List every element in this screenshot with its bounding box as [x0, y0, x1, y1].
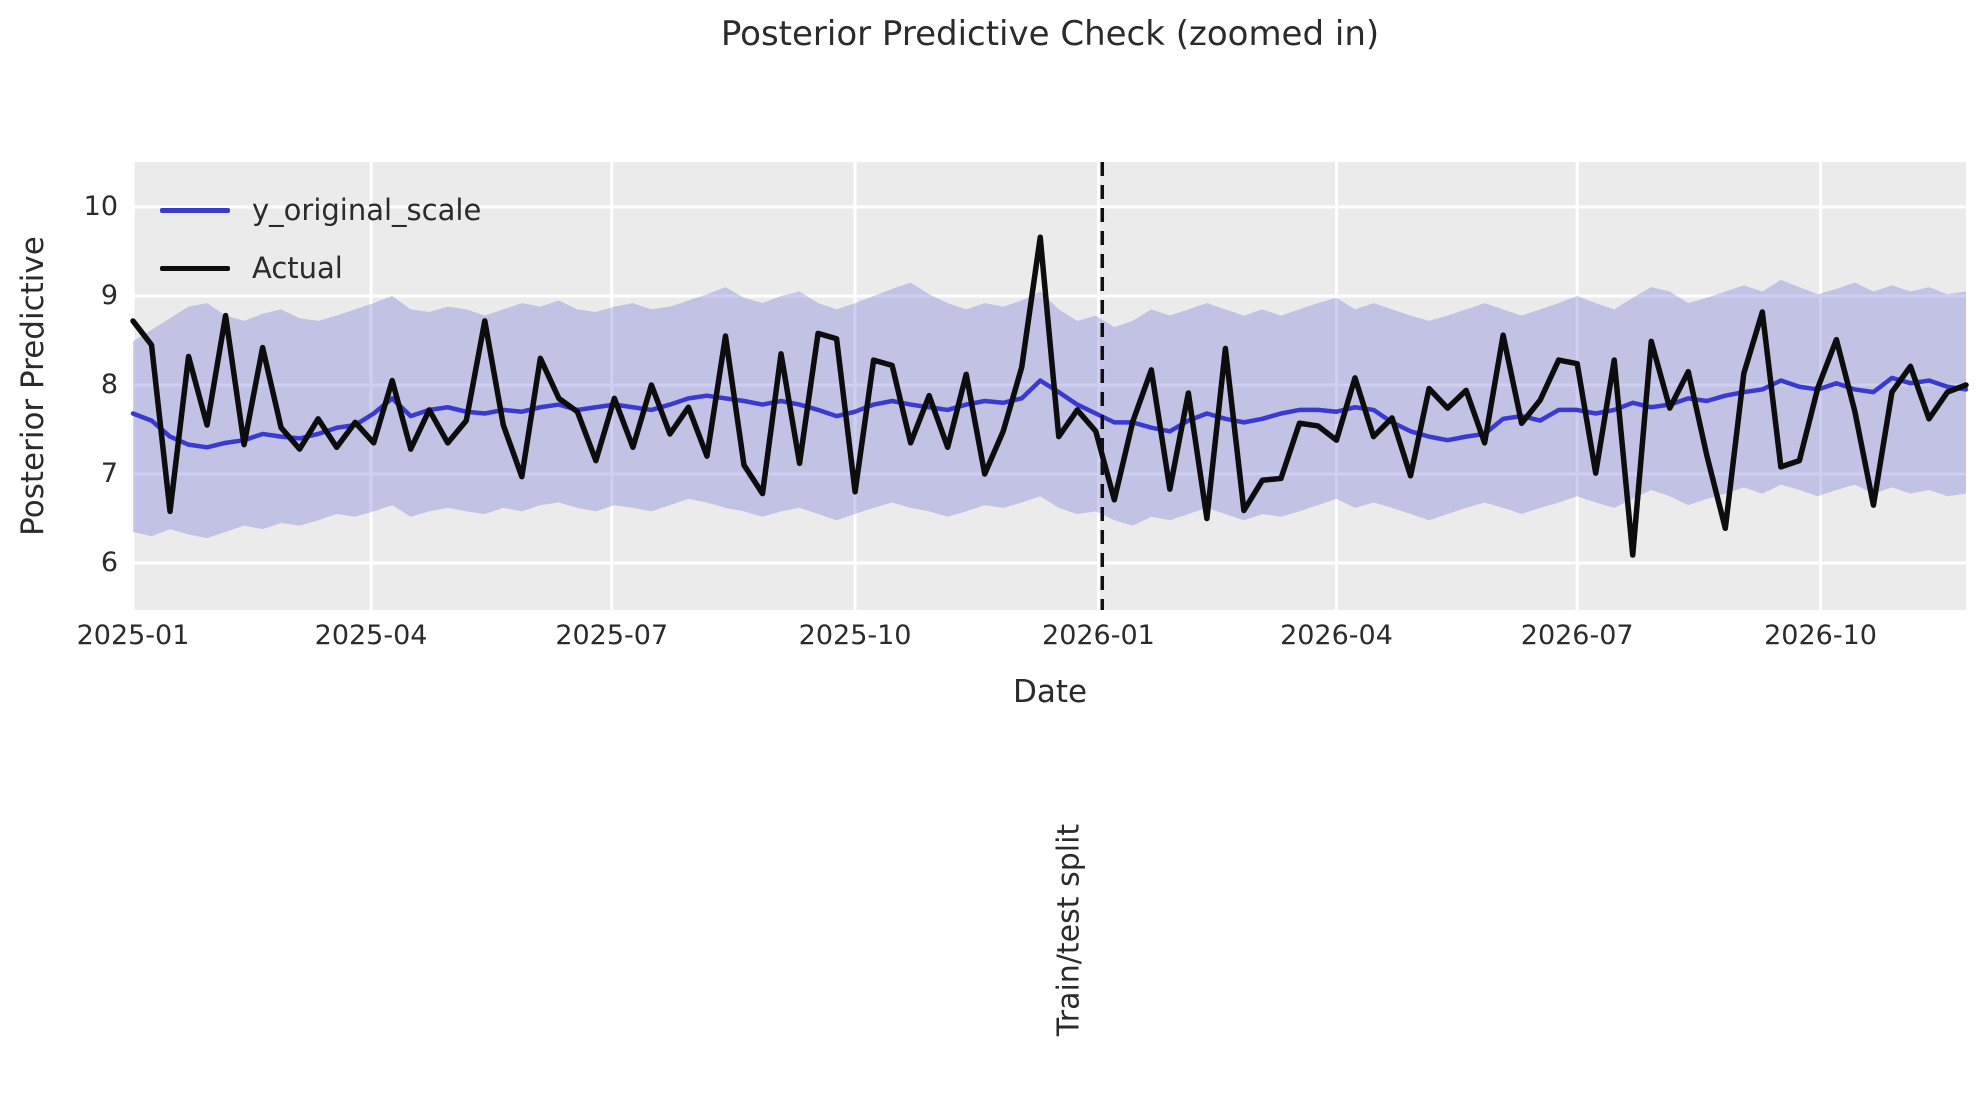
- actual-line-swatch: [160, 265, 230, 271]
- x-tick-label: 2025-07: [555, 620, 669, 651]
- x-tick-label: 2025-10: [798, 620, 912, 651]
- x-axis-label: Date: [1012, 674, 1088, 710]
- mean-line: [130, 375, 1969, 450]
- x-tick-label: 2026-10: [1764, 620, 1877, 651]
- legend-item-actual: Actual: [160, 250, 343, 286]
- y-tick-label: 7: [100, 458, 118, 489]
- y-tick-label: 10: [83, 191, 118, 222]
- mean-line-swatch: [160, 207, 230, 213]
- y-tick-label: 6: [100, 547, 118, 578]
- y-tick-label: 8: [100, 369, 118, 400]
- train-test-split-label: Train/test split: [1051, 823, 1087, 1037]
- x-tick-label: 2026-04: [1280, 620, 1393, 651]
- x-tick-label: 2026-07: [1520, 620, 1634, 651]
- x-tick-label: 2026-01: [1042, 620, 1155, 651]
- x-tick-label: 2025-04: [314, 620, 428, 651]
- legend-item-mean: y_original_scale: [160, 192, 481, 228]
- x-tick-label: 2025-01: [76, 620, 190, 651]
- chart-title: Posterior Predictive Check (zoomed in): [720, 14, 1380, 54]
- legend-label-mean: y_original_scale: [252, 193, 482, 227]
- legend-label-actual: Actual: [252, 251, 343, 285]
- actual-line: [130, 234, 1969, 558]
- y-tick-label: 9: [100, 280, 118, 311]
